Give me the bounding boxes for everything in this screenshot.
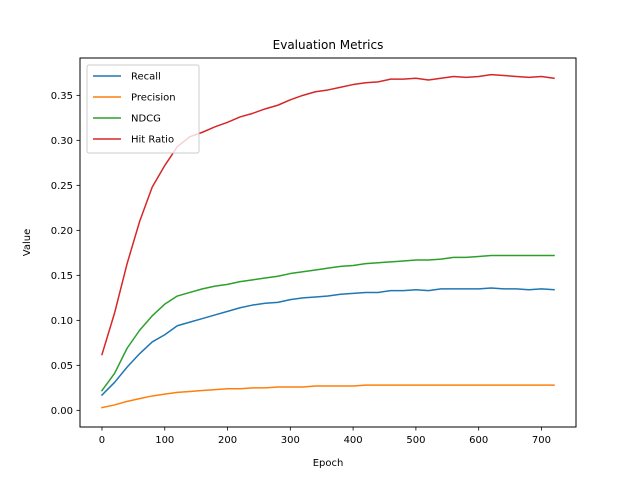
- y-tick-label: 0.00: [51, 406, 73, 417]
- x-axis-ticks: 0 100 200 300 400 500 600 700: [99, 427, 551, 446]
- x-tick-label: 300: [281, 435, 300, 446]
- y-axis-ticks: 0.00 0.05 0.10 0.15 0.20 0.25 0.30 0.35: [51, 91, 80, 417]
- x-tick-label: 500: [406, 435, 425, 446]
- y-tick-label: 0.10: [51, 316, 73, 327]
- y-tick-label: 0.20: [51, 226, 73, 237]
- legend-label-ndcg: NDCG: [131, 114, 161, 125]
- chart-title: Evaluation Metrics: [273, 38, 384, 52]
- legend: Recall Precision NDCG Hit Ratio: [86, 64, 200, 154]
- series-line-ndcg: [100, 254, 555, 392]
- legend-frame: [86, 64, 200, 154]
- y-axis-label: Value: [22, 229, 33, 256]
- y-tick-label: 0.05: [51, 361, 73, 372]
- x-tick-label: 400: [344, 435, 363, 446]
- x-tick-label: 600: [469, 435, 488, 446]
- y-tick-label: 0.15: [51, 271, 73, 282]
- x-tick-label: 0: [99, 435, 105, 446]
- legend-label-recall: Recall: [131, 72, 161, 83]
- x-tick-label: 700: [532, 435, 551, 446]
- x-axis-label: Epoch: [313, 458, 344, 469]
- series-line-precision: [101, 384, 555, 409]
- axes-frame: [79, 57, 577, 428]
- x-tick-label: 100: [155, 435, 174, 446]
- legend-label-precision: Precision: [131, 93, 176, 104]
- legend-label-hit-ratio: Hit Ratio: [131, 135, 174, 146]
- y-tick-label: 0.35: [51, 91, 73, 102]
- x-tick-label: 200: [218, 435, 237, 446]
- series-line-recall: [100, 287, 555, 397]
- y-tick-label: 0.30: [51, 136, 73, 147]
- y-tick-label: 0.25: [51, 181, 73, 192]
- legend-items: Recall Precision NDCG Hit Ratio: [93, 72, 176, 146]
